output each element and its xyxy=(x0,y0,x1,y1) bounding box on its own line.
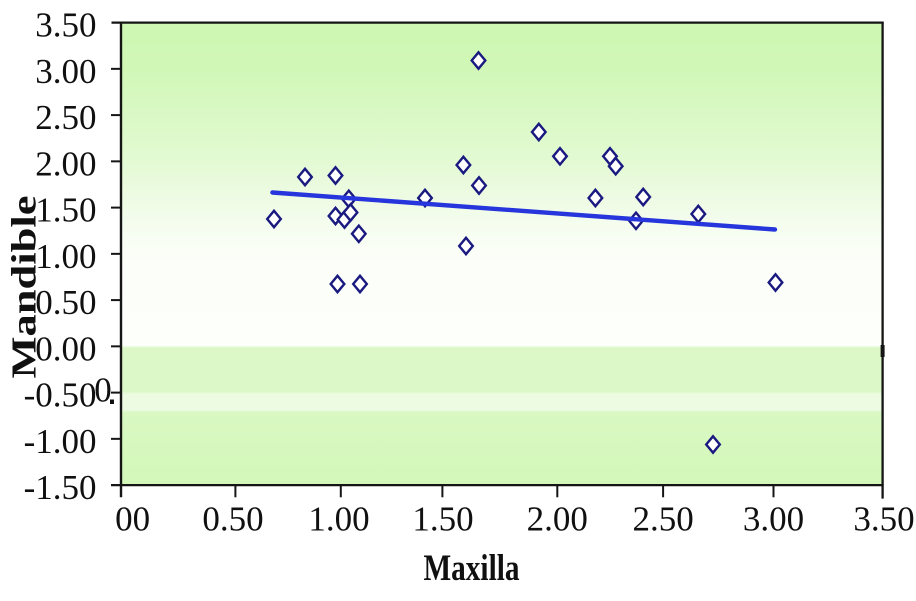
svg-text:-0.50: -0.50 xyxy=(24,376,97,415)
svg-text:2.50: 2.50 xyxy=(35,98,96,137)
svg-text:1.00: 1.00 xyxy=(308,500,369,539)
svg-text:0.00: 0.00 xyxy=(35,330,96,369)
svg-text:0.50: 0.50 xyxy=(202,500,263,539)
svg-text:-1.00: -1.00 xyxy=(24,422,97,461)
svg-text:1.50: 1.50 xyxy=(35,191,96,230)
svg-text:2.00: 2.00 xyxy=(35,145,96,184)
svg-text:Maxilla: Maxilla xyxy=(424,548,520,589)
svg-text:3.50: 3.50 xyxy=(35,6,96,45)
svg-text:3.00: 3.00 xyxy=(35,52,96,91)
svg-text:00: 00 xyxy=(115,500,150,539)
svg-text:2.50: 2.50 xyxy=(632,500,693,539)
svg-text:1.00: 1.00 xyxy=(35,237,96,276)
svg-text:1.50: 1.50 xyxy=(412,500,473,539)
svg-text:3.50: 3.50 xyxy=(853,500,914,539)
svg-text:Mandible: Mandible xyxy=(5,196,44,379)
svg-text:0.50: 0.50 xyxy=(35,283,96,322)
svg-text:0: 0 xyxy=(94,371,112,410)
svg-text:-1.50: -1.50 xyxy=(24,468,97,507)
svg-text:2.00: 2.00 xyxy=(527,500,588,539)
svg-text:3.00: 3.00 xyxy=(743,500,804,539)
